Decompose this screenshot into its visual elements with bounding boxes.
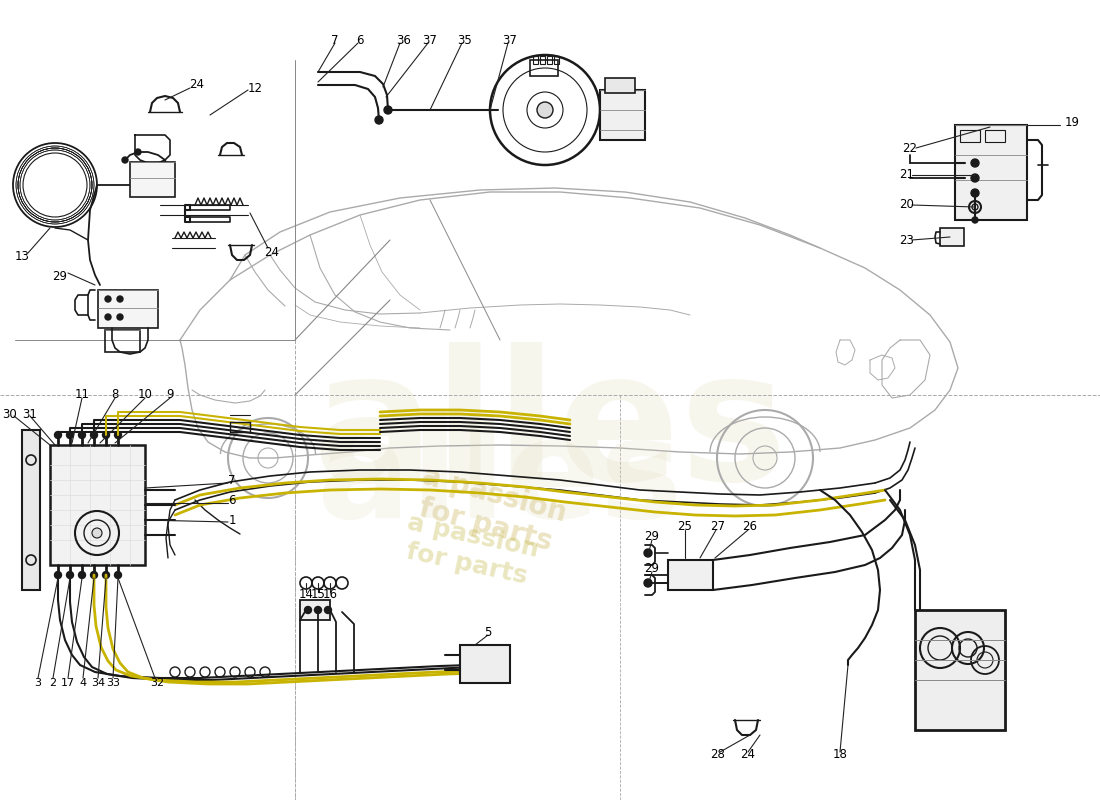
Text: 25: 25 bbox=[678, 521, 692, 534]
Circle shape bbox=[66, 431, 74, 438]
Circle shape bbox=[644, 549, 652, 557]
Circle shape bbox=[55, 431, 62, 438]
Text: alles: alles bbox=[317, 413, 683, 547]
Circle shape bbox=[90, 571, 98, 578]
Text: 6: 6 bbox=[229, 494, 235, 507]
Circle shape bbox=[122, 157, 128, 163]
Text: 34: 34 bbox=[91, 678, 106, 688]
Circle shape bbox=[375, 116, 383, 124]
Text: 22: 22 bbox=[902, 142, 917, 154]
Text: 1: 1 bbox=[229, 514, 235, 526]
Bar bbox=[540, 56, 544, 64]
Circle shape bbox=[971, 189, 979, 197]
Circle shape bbox=[66, 571, 74, 578]
Circle shape bbox=[537, 102, 553, 118]
Text: 14: 14 bbox=[298, 589, 314, 602]
Text: 18: 18 bbox=[833, 749, 847, 762]
Circle shape bbox=[92, 528, 102, 538]
Circle shape bbox=[135, 149, 141, 155]
Circle shape bbox=[102, 431, 110, 438]
Circle shape bbox=[90, 431, 98, 438]
Circle shape bbox=[55, 571, 62, 578]
Circle shape bbox=[644, 579, 652, 587]
Text: 36: 36 bbox=[397, 34, 411, 47]
Text: 10: 10 bbox=[138, 389, 153, 402]
Circle shape bbox=[114, 431, 121, 438]
Bar bbox=[915, 610, 1005, 730]
Text: 13: 13 bbox=[14, 250, 30, 263]
Text: 24: 24 bbox=[740, 749, 756, 762]
Bar bbox=[530, 60, 558, 76]
Bar bbox=[955, 125, 1027, 220]
Text: 4: 4 bbox=[79, 678, 87, 688]
Text: a passion
for parts: a passion for parts bbox=[410, 462, 570, 558]
Bar bbox=[600, 90, 645, 140]
Text: 29: 29 bbox=[53, 270, 67, 282]
Bar bbox=[554, 56, 559, 64]
Circle shape bbox=[104, 314, 111, 320]
Text: 28: 28 bbox=[711, 749, 725, 762]
Text: 30: 30 bbox=[2, 409, 18, 422]
Circle shape bbox=[114, 571, 121, 578]
Bar bbox=[104, 330, 140, 352]
Text: 29: 29 bbox=[645, 530, 660, 543]
Bar bbox=[547, 56, 552, 64]
Text: 17: 17 bbox=[60, 678, 75, 688]
Bar bbox=[960, 130, 980, 142]
Text: 19: 19 bbox=[1065, 117, 1079, 130]
Text: 20: 20 bbox=[900, 198, 914, 211]
Text: 6: 6 bbox=[356, 34, 364, 47]
Circle shape bbox=[117, 314, 123, 320]
Text: 3: 3 bbox=[34, 678, 42, 688]
Circle shape bbox=[384, 106, 392, 114]
Bar bbox=[605, 78, 635, 93]
Text: 27: 27 bbox=[711, 521, 726, 534]
Circle shape bbox=[972, 217, 978, 223]
Bar bbox=[98, 290, 158, 328]
Text: 33: 33 bbox=[106, 678, 120, 688]
Text: 31: 31 bbox=[23, 407, 37, 421]
Circle shape bbox=[971, 159, 979, 167]
Text: 21: 21 bbox=[900, 169, 914, 182]
Text: 2: 2 bbox=[50, 678, 56, 688]
Bar bbox=[534, 56, 538, 64]
Bar bbox=[22, 430, 40, 590]
Text: 23: 23 bbox=[900, 234, 914, 246]
Text: 37: 37 bbox=[422, 34, 438, 47]
Text: 16: 16 bbox=[322, 589, 338, 602]
Text: 12: 12 bbox=[248, 82, 263, 94]
Bar bbox=[668, 560, 713, 590]
Bar bbox=[460, 645, 510, 683]
Text: 29: 29 bbox=[645, 562, 660, 574]
Text: 11: 11 bbox=[75, 389, 89, 402]
Text: 35: 35 bbox=[458, 34, 472, 47]
Text: 24: 24 bbox=[264, 246, 279, 258]
Text: 24: 24 bbox=[189, 78, 205, 91]
Circle shape bbox=[78, 571, 86, 578]
Bar bbox=[130, 162, 175, 197]
Bar bbox=[300, 600, 330, 620]
Text: alles: alles bbox=[312, 342, 788, 518]
Text: 15: 15 bbox=[310, 589, 326, 602]
Bar bbox=[50, 445, 145, 565]
Circle shape bbox=[104, 296, 111, 302]
Text: 7: 7 bbox=[229, 474, 235, 487]
Text: 9: 9 bbox=[166, 389, 174, 402]
Circle shape bbox=[971, 174, 979, 182]
Circle shape bbox=[305, 606, 311, 614]
Text: 5: 5 bbox=[484, 626, 492, 638]
Text: 8: 8 bbox=[111, 389, 119, 402]
Bar bbox=[940, 228, 964, 246]
Text: 32: 32 bbox=[150, 678, 164, 688]
Bar bbox=[984, 130, 1005, 142]
Circle shape bbox=[315, 606, 321, 614]
Text: 37: 37 bbox=[503, 34, 517, 47]
Circle shape bbox=[102, 571, 110, 578]
Circle shape bbox=[324, 606, 331, 614]
Text: 26: 26 bbox=[742, 521, 758, 534]
Circle shape bbox=[78, 431, 86, 438]
Circle shape bbox=[117, 296, 123, 302]
Text: a passion
for parts: a passion for parts bbox=[399, 510, 541, 590]
Text: 7: 7 bbox=[331, 34, 339, 47]
